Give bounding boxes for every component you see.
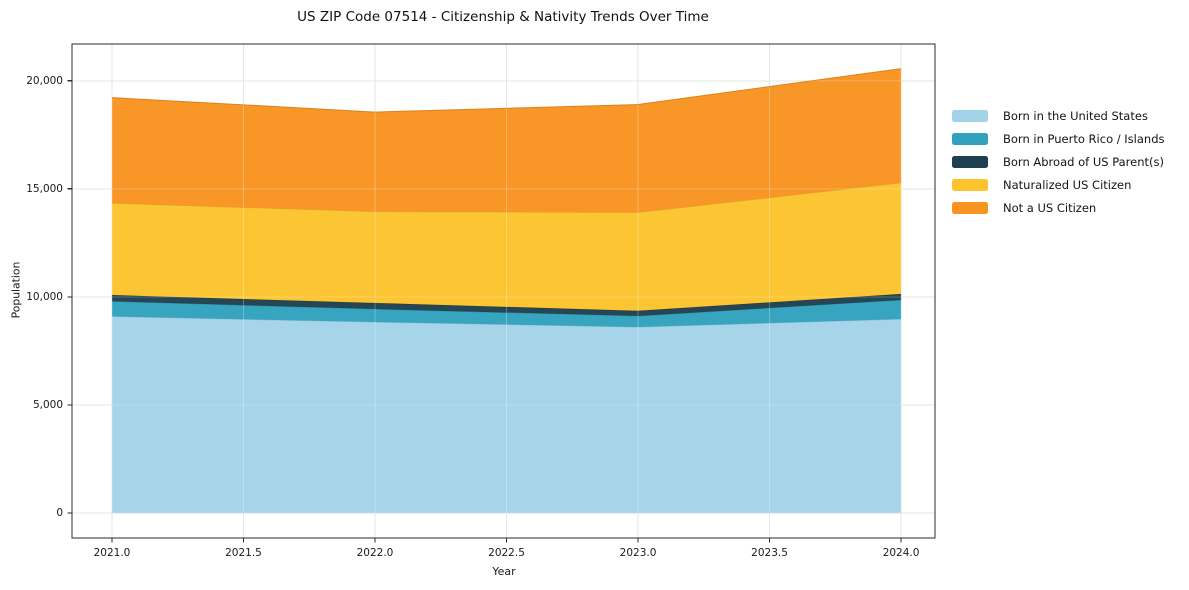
legend-swatch-icon [952, 109, 988, 122]
y-tick-label: 20,000 [26, 74, 63, 87]
legend-swatch-icon [952, 132, 988, 145]
legend-label: Naturalized US Citizen [1003, 177, 1132, 192]
legend-item: Born in the United States [952, 104, 1165, 127]
x-tick-label: 2021.0 [93, 547, 131, 559]
y-tick-label: 10,000 [26, 290, 63, 303]
y-tick-label: 5,000 [32, 399, 63, 412]
x-tick-label: 2022.0 [356, 547, 394, 559]
legend-swatch-icon [952, 155, 988, 168]
legend-label: Born in Puerto Rico / Islands [1003, 131, 1165, 146]
x-tick-label: 2021.5 [225, 547, 262, 559]
legend-item: Born in Puerto Rico / Islands [952, 127, 1165, 150]
x-tick-label: 2023.0 [619, 547, 657, 559]
y-tick-label: 0 [56, 507, 63, 520]
x-axis-label: Year [492, 565, 516, 578]
y-tick-label: 15,000 [26, 182, 63, 195]
legend-label: Not a US Citizen [1003, 200, 1097, 215]
legend-item: Born Abroad of US Parent(s) [952, 150, 1165, 173]
legend-item: Not a US Citizen [952, 196, 1165, 219]
legend-label: Born in the United States [1003, 108, 1148, 123]
legend-label: Born Abroad of US Parent(s) [1003, 154, 1164, 169]
legend-swatch-icon [952, 201, 988, 214]
x-tick-label: 2024.0 [882, 547, 920, 559]
x-tick-label: 2023.5 [751, 547, 788, 559]
legend: Born in the United States Born in Puerto… [952, 104, 1165, 219]
legend-swatch-icon [952, 178, 988, 191]
chart-title: US ZIP Code 07514 - Citizenship & Nativi… [297, 9, 709, 25]
y-axis-label: Population [9, 261, 23, 319]
legend-item: Naturalized US Citizen [952, 173, 1165, 196]
x-tick-label: 2022.5 [488, 547, 525, 559]
